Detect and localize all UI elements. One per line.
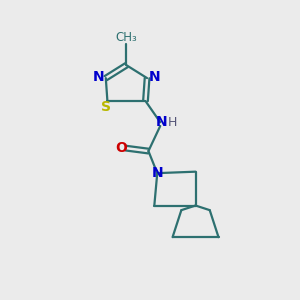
Text: N: N [152,166,164,180]
Text: N: N [148,70,160,84]
Text: O: O [116,141,127,155]
Text: CH₃: CH₃ [116,31,137,44]
Text: H: H [168,116,178,129]
Text: N: N [156,115,167,129]
Text: N: N [93,70,104,84]
Text: S: S [101,100,111,115]
